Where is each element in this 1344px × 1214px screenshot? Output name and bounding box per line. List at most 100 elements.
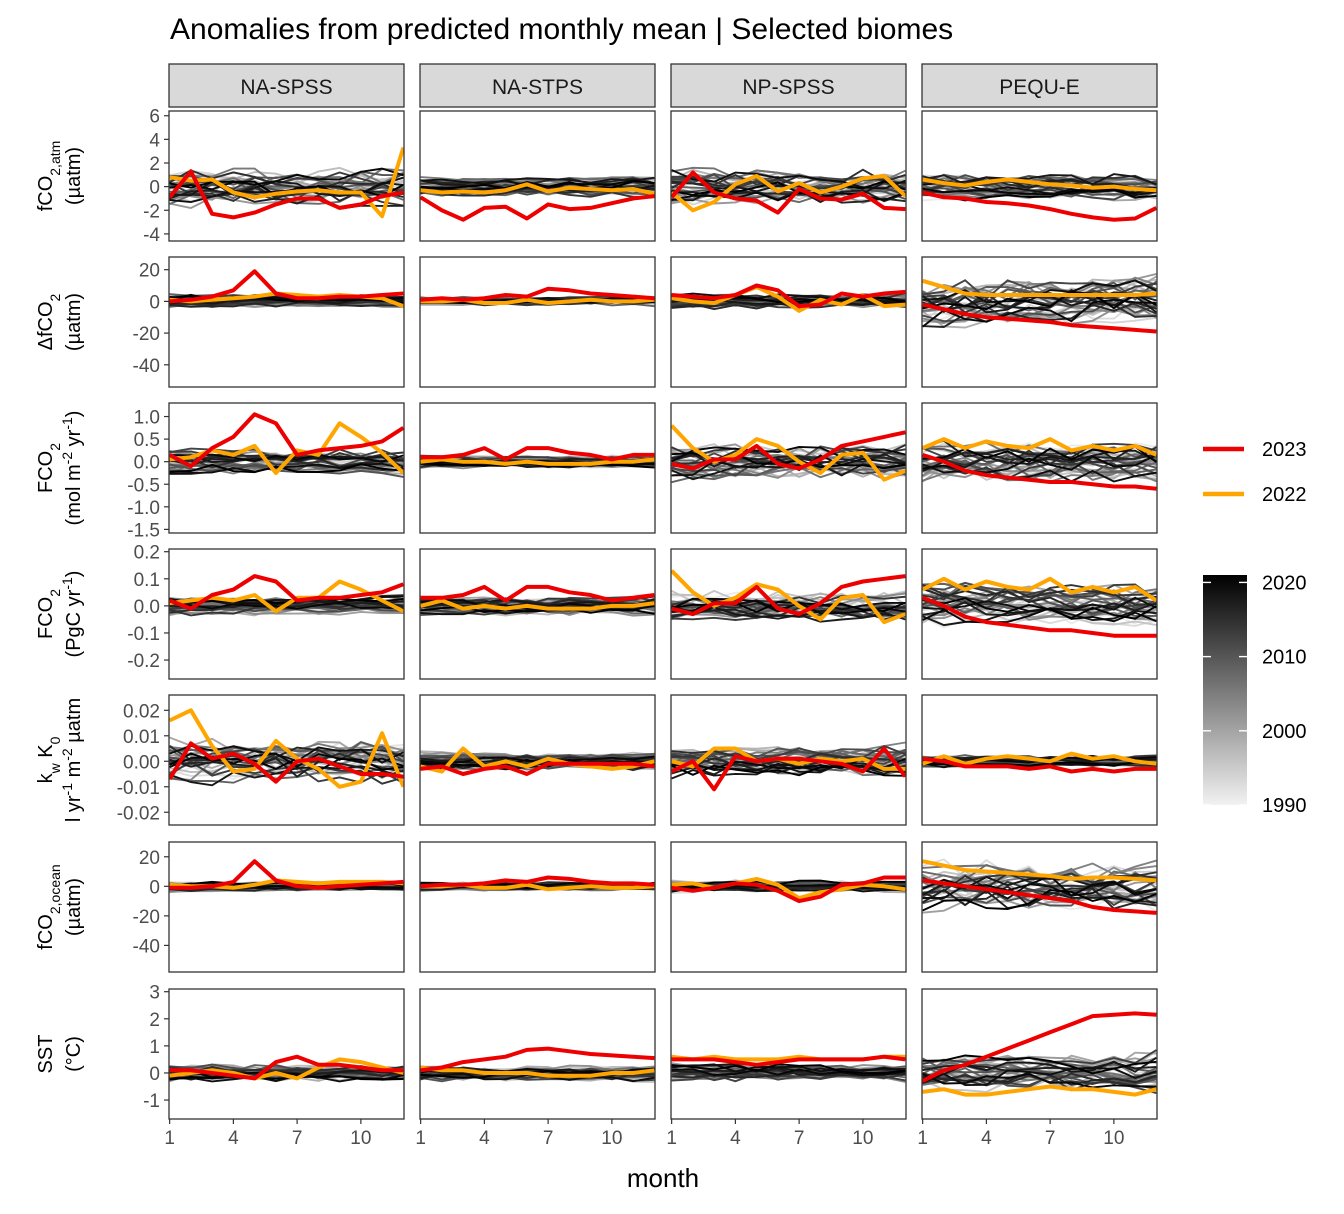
x-tick-label: 1 <box>917 1128 928 1149</box>
colorbar: 1990 2000 2010 2020 <box>1203 572 1307 817</box>
y-axis-title-line: SST <box>35 1035 57 1074</box>
y-axis-kwk0: -0.02 -0.01 0.00 0.01 0.02 <box>117 701 169 824</box>
y-axis-title-line: FCO2 <box>35 589 63 639</box>
x-axis-na-spss: 1 4 7 10 <box>164 1119 371 1149</box>
panel-dfco2-pequ-e <box>921 256 1158 388</box>
facet-strip-label: NA-SPSS <box>240 76 332 99</box>
y-tick-label: 6 <box>149 107 160 128</box>
series-line-2006 <box>671 166 906 188</box>
series-line-2023 <box>169 741 404 784</box>
y-tick-label: -1.0 <box>127 498 160 519</box>
series-line-2012 <box>922 881 1157 907</box>
colorbar-fill <box>1203 575 1247 805</box>
colorbar-label: 1990 <box>1262 795 1307 817</box>
panel-fco2atm-na-stps <box>419 110 656 242</box>
series-line-2019 <box>169 745 404 764</box>
panel-border <box>921 988 1158 1120</box>
series-line-2023 <box>169 574 404 611</box>
series-line-2017 <box>922 288 1157 312</box>
x-tick-label: 4 <box>981 1128 992 1149</box>
series-line-2021 <box>420 180 655 190</box>
series-line-2019 <box>922 596 1157 613</box>
y-axis-title-fco2ocean: fCO2,ocean (µatm) <box>35 864 85 949</box>
y-tick-label: -0.01 <box>117 778 160 799</box>
y-axis-fco2mol: -1.5-1.0-0.50.00.51.0 <box>127 408 169 541</box>
y-axis-title-line: (µatm) <box>63 147 85 205</box>
facet-strip-np-spss: NP-SPSS <box>670 63 907 108</box>
panel-kwk0-na-spss <box>168 694 405 826</box>
facet-strip-box <box>419 63 656 108</box>
panel-border <box>168 694 405 826</box>
panel-background <box>420 111 655 241</box>
series-line-2023 <box>671 1054 906 1067</box>
x-tick-label: 4 <box>479 1128 490 1149</box>
series-line-2020 <box>169 453 404 463</box>
series-line-2021 <box>169 463 404 474</box>
y-tick-label: 1.0 <box>134 408 160 429</box>
series-line-2022 <box>922 751 1157 766</box>
series-line-2023 <box>922 756 1157 774</box>
x-tick-label: 10 <box>350 1128 371 1149</box>
panel-border <box>670 256 907 388</box>
y-axis-title-sst: SST (°C) <box>35 1035 85 1074</box>
x-tick-label: 1 <box>415 1128 426 1149</box>
facet-strip-box <box>168 63 405 108</box>
series-line-2021 <box>922 597 1157 620</box>
y-tick-label: 3 <box>149 983 160 1004</box>
panel-fco2pgc-pequ-e <box>921 548 1158 680</box>
series-line-2023 <box>420 584 655 603</box>
series-line-2022 <box>420 746 655 774</box>
x-tick-label: 10 <box>601 1128 622 1149</box>
panel-border <box>921 841 1158 973</box>
series-line-2021 <box>922 445 1157 463</box>
y-axis-title-dfco2: ΔfCO2 (µatm) <box>35 293 85 351</box>
y-axis-title-fco2mol: FCO2(mol m-2 yr-1) <box>35 411 85 526</box>
series-line-2023 <box>420 194 655 222</box>
panel-sst-pequ-e <box>921 988 1158 1120</box>
panel-sst-na-spss <box>168 988 405 1120</box>
panel-fco2ocean-np-spss <box>670 841 907 973</box>
x-tick-label: 7 <box>1045 1128 1056 1149</box>
series-line-2021 <box>671 1063 906 1075</box>
y-tick-label: 20 <box>139 261 160 282</box>
y-axis-fco2pgc: -0.2 -0.1 0.0 0.1 0.2 <box>127 543 169 672</box>
series-line-2023 <box>169 859 404 890</box>
y-tick-label: -0.02 <box>117 803 160 824</box>
series-line-2010 <box>922 1065 1157 1086</box>
series-line-2023 <box>671 283 906 309</box>
panel-sst-np-spss <box>670 988 907 1120</box>
y-axis-title-line: kw K0 <box>35 736 63 783</box>
x-axis-pequ-e: 1 4 7 10 <box>917 1119 1124 1149</box>
series-line-2018 <box>922 173 1157 186</box>
panel-fco2mol-na-spss <box>168 402 405 534</box>
series-line-2022 <box>420 1065 655 1078</box>
panel-fco2ocean-na-stps <box>419 841 656 973</box>
panel-fco2pgc-na-spss <box>168 548 405 680</box>
y-tick-label: 0.2 <box>134 543 160 564</box>
panel-dfco2-na-stps <box>419 256 656 388</box>
series-line-2004 <box>922 597 1157 617</box>
y-tick-label: -40 <box>133 356 160 377</box>
colorbar-label: 2020 <box>1262 572 1307 594</box>
series-line-2022 <box>671 746 906 771</box>
y-tick-label: 4 <box>149 130 160 151</box>
panel-border <box>419 256 656 388</box>
series-line-2023 <box>671 746 906 792</box>
series-line-2013 <box>922 583 1157 606</box>
y-axis-title-line: l yr-1 m-2 µatm <box>59 698 85 822</box>
y-axis-title-line: FCO2 <box>35 443 63 493</box>
x-tick-label: 4 <box>730 1128 741 1149</box>
x-tick-label: 7 <box>543 1128 554 1149</box>
series-line-2020 <box>671 1068 906 1077</box>
series-line-2023 <box>169 269 404 304</box>
panel-background <box>420 842 655 972</box>
x-tick-label: 7 <box>292 1128 303 1149</box>
y-axis-title-line: fCO2,atm <box>35 141 63 212</box>
facet-strip-box <box>670 63 907 108</box>
series-line-2021 <box>671 764 906 777</box>
series-line-2023 <box>169 169 404 220</box>
series-line-2014 <box>922 294 1157 315</box>
series-line-2007 <box>420 176 655 185</box>
panel-border <box>670 402 907 534</box>
series-line-2022 <box>420 457 655 466</box>
